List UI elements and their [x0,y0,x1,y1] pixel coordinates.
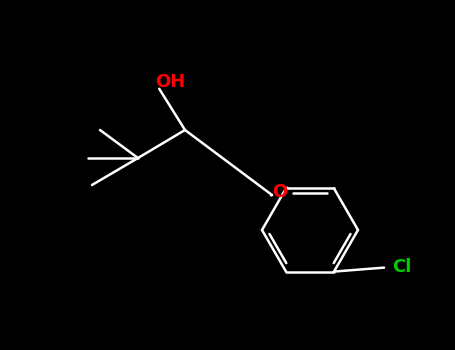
Text: OH: OH [155,73,185,91]
Text: O: O [272,183,287,201]
Text: Cl: Cl [392,258,411,276]
